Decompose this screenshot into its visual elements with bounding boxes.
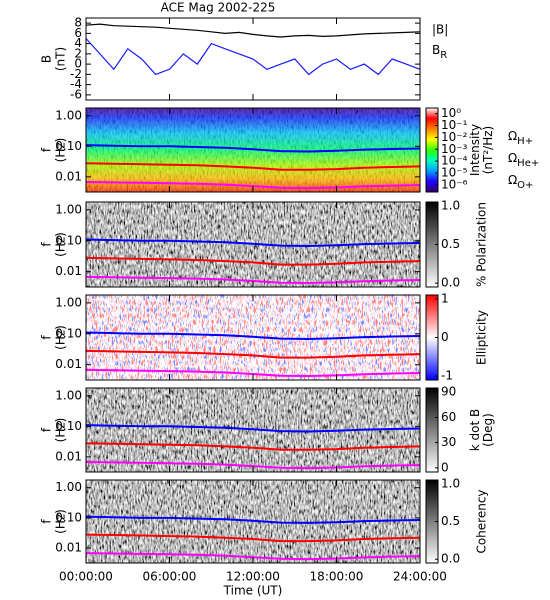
colorbar-label: (Deg): [481, 413, 495, 447]
y-tick-label: 1.00: [55, 202, 82, 216]
y-tick-label: 1.00: [55, 295, 82, 309]
y-axis-label: (Hz): [54, 325, 68, 350]
colorbar-tick-label: 0.0: [441, 552, 460, 566]
colorbar-tick-label: 10⁻¹: [441, 118, 468, 132]
colorbar-tick-label: 10⁻⁶: [441, 177, 468, 191]
y-tick-label: 0.01: [55, 264, 82, 278]
y-tick-label: 8: [74, 16, 82, 30]
y-tick-label: 0.01: [55, 357, 82, 371]
series-line: [85, 162, 421, 171]
y-axis-label: f: [40, 335, 54, 340]
y-axis-label: f: [40, 519, 54, 524]
colorbar-tick-label: 0: [441, 460, 449, 474]
colorbar-tick-label: 10⁻²: [441, 130, 468, 144]
colorbar-label: Coherency: [475, 489, 489, 553]
y-axis-label: f: [40, 147, 54, 152]
colorbar: [425, 387, 439, 473]
colorbar-label: % Polarization: [475, 202, 489, 287]
chart-title: ACE Mag 2002-225: [161, 1, 276, 15]
y-tick-label: 0.10: [55, 326, 82, 340]
x-tick-label: 00:00:00: [59, 570, 113, 584]
series-line: [85, 331, 421, 341]
colorbar-tick-label: 0: [441, 330, 449, 344]
y-axis-label: (Hz): [54, 418, 68, 443]
colorbar-tick-label: 30: [441, 435, 456, 449]
colorbar-tick-label: 1.0: [441, 198, 460, 212]
colorbar: [425, 107, 439, 193]
colorbar-tick-label: 1: [441, 291, 449, 305]
series-line: [85, 442, 421, 451]
y-tick-label: 1.00: [55, 108, 82, 122]
colorbar-tick-label: -1: [441, 369, 453, 383]
colorbar-tick-label: 10⁻⁵: [441, 165, 468, 179]
x-tick-label: 18:00:00: [310, 570, 364, 584]
y-axis-label: B: [40, 55, 54, 63]
series-line: [85, 533, 421, 543]
y-axis-label: (nT): [54, 47, 68, 71]
y-tick-label: 0.10: [55, 233, 82, 247]
series-line: [85, 349, 421, 359]
legend-label: ΩHe+: [508, 151, 539, 170]
colorbar-tick-label: 0.5: [441, 237, 460, 251]
y-tick-label: 0.01: [55, 169, 82, 183]
y-axis-label: (Hz): [54, 138, 68, 163]
legend-label: ΩO+: [508, 173, 533, 192]
x-tick-label: 24:00:00: [393, 570, 447, 584]
y-tick-label: 0.10: [55, 419, 82, 433]
colorbar-label: k dot B: [468, 409, 482, 451]
colorbar-tick-label: 10⁰: [441, 106, 461, 120]
legend-label: ΩH+: [508, 129, 533, 148]
y-tick-label: -2: [70, 67, 82, 81]
colorbar-tick-label: 1.0: [441, 476, 460, 490]
legend-label: BR: [432, 43, 447, 62]
colorbar-tick-label: 60: [441, 410, 456, 424]
y-axis-label: (Hz): [54, 509, 68, 534]
y-tick-label: 0.01: [55, 449, 82, 463]
y-tick-label: 4: [74, 36, 82, 50]
colorbar-tick-label: 90: [441, 385, 456, 399]
y-tick-label: 2: [74, 46, 82, 60]
y-tick-label: 0: [74, 57, 82, 71]
y-tick-label: 6: [74, 26, 82, 40]
colorbar-label: (nT²/Hz): [481, 126, 495, 174]
series-line: [85, 238, 421, 248]
colorbar-tick-label: 0.5: [441, 514, 460, 528]
series-line: [85, 38, 421, 76]
y-axis-label: f: [40, 427, 54, 432]
y-tick-label: 0.01: [55, 541, 82, 555]
series-line: [85, 515, 421, 524]
series-line: [85, 144, 421, 153]
series-line: [85, 23, 421, 38]
series-line: [85, 256, 421, 266]
x-tick-label: 12:00:00: [226, 570, 280, 584]
y-axis-label: (Hz): [54, 232, 68, 257]
colorbar-tick-label: 10⁻⁴: [441, 154, 468, 168]
legend-label: |B|: [432, 23, 448, 37]
colorbar-label: Ellipticity: [475, 310, 489, 365]
y-axis-label: f: [40, 242, 54, 247]
x-tick-label: 06:00:00: [143, 570, 197, 584]
colorbar-tick-label: 10⁻³: [441, 142, 468, 156]
y-tick-label: 1.00: [55, 480, 82, 494]
y-tick-label: 0.10: [55, 139, 82, 153]
colorbar-tick-label: 0.0: [441, 276, 460, 290]
colorbar-label: Intensity: [468, 124, 482, 176]
y-tick-label: -6: [70, 87, 82, 101]
y-tick-label: 1.00: [55, 388, 82, 402]
y-tick-label: -4: [70, 77, 82, 91]
y-tick-label: 0.10: [55, 510, 82, 524]
series-line: [85, 424, 421, 433]
x-axis-label: Time (UT): [223, 584, 283, 598]
